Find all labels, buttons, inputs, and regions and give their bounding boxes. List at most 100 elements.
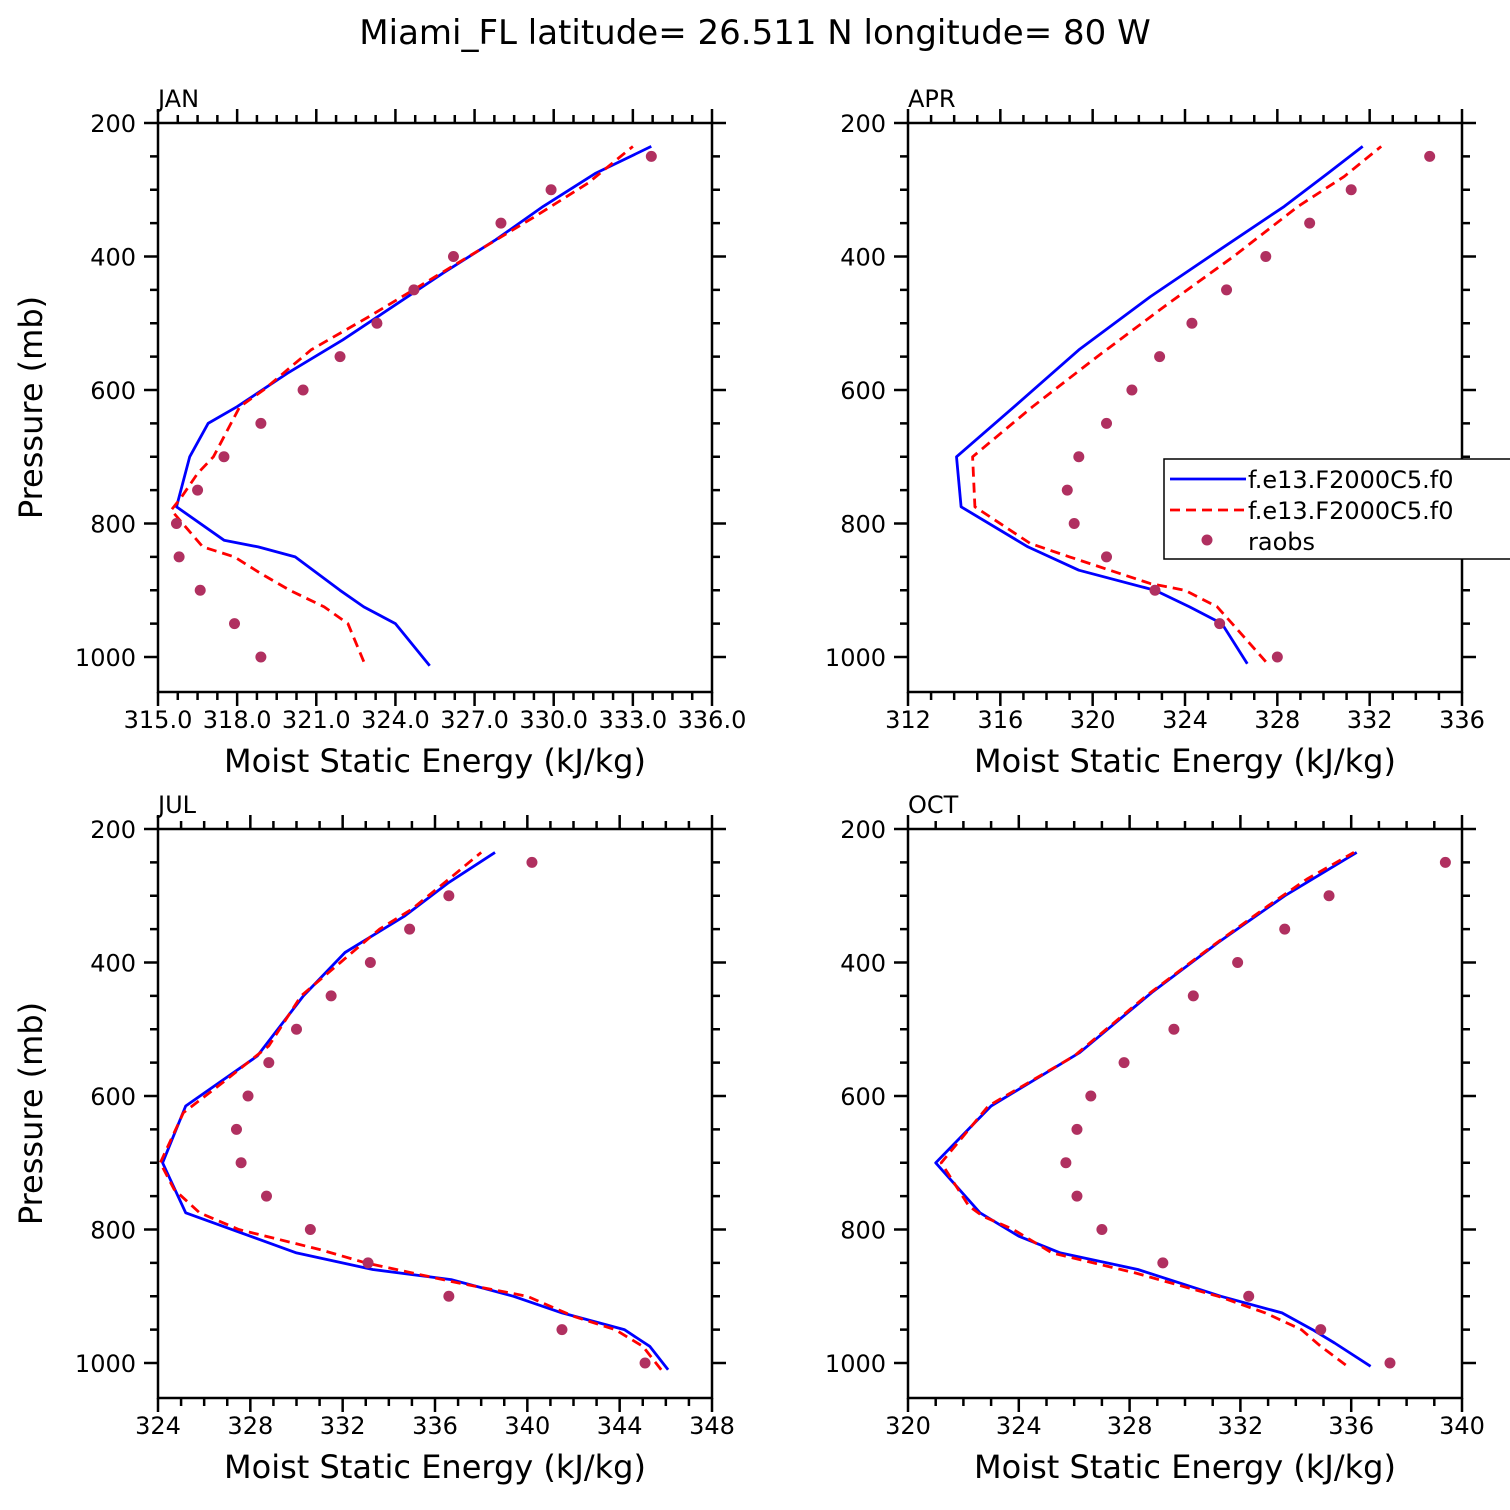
x-tick-label: 328 [227, 1412, 273, 1440]
raobs-point [1149, 584, 1161, 596]
x-tick-label: 318.0 [203, 706, 272, 734]
raobs-point [1323, 890, 1335, 902]
y-tick-label: 1000 [75, 1350, 136, 1378]
raobs-point [1315, 1324, 1327, 1336]
raobs-point [556, 1324, 568, 1336]
y-tick-label: 400 [840, 950, 886, 978]
raobs-point [447, 251, 459, 262]
raobs-point [229, 618, 241, 630]
y-tick-label: 800 [840, 511, 886, 539]
raobs-point [645, 150, 657, 162]
model-line-solid [161, 851, 670, 1371]
y-tick-label: 1000 [75, 644, 136, 672]
raobs-point [170, 518, 182, 529]
x-tick-label: 336 [1439, 706, 1485, 734]
raobs-point [297, 384, 309, 396]
raobs-point [230, 1123, 242, 1135]
y-tick-label: 600 [840, 377, 886, 405]
y-tick-label: 400 [90, 244, 136, 272]
model-line-dashed [158, 851, 663, 1371]
y-tick-label: 400 [90, 950, 136, 978]
x-tick-label: 348 [689, 1412, 735, 1440]
raobs-point [1304, 217, 1316, 229]
raobs-point [260, 1190, 272, 1202]
raobs-point [362, 1257, 374, 1269]
panel-apr: APR 200 400 600 800 1000 312 316 320 324 328 332 336… [825, 85, 1510, 780]
x-tick-label: 320 [1070, 706, 1116, 734]
x-tick-label: 336 [1328, 1412, 1374, 1440]
model-line-solid [175, 145, 652, 667]
data-layer [169, 145, 657, 667]
raobs-point [1384, 1357, 1396, 1369]
raobs-point [1271, 651, 1283, 663]
raobs-point [495, 217, 507, 229]
x-tick-label: 332 [1347, 706, 1393, 734]
raobs-point [263, 1057, 275, 1069]
raobs-point [192, 484, 204, 496]
plot-frame [156, 827, 714, 1400]
raobs-point [304, 1224, 316, 1235]
raobs-point [1424, 150, 1436, 162]
raobs-point [1157, 1257, 1169, 1269]
raobs-point [173, 551, 185, 563]
raobs-point [255, 417, 267, 429]
raobs-point [408, 284, 420, 296]
model-line-dashed [939, 851, 1355, 1367]
x-tick-label: 328 [1107, 1412, 1153, 1440]
raobs-point [1073, 451, 1085, 463]
y-tick-label: 1000 [825, 644, 886, 672]
panels: JAN 200 400 600 800 1000 315.0 318.0 321.0 324.0 3… [12, 85, 1510, 1486]
x-axis-label: Moist Static Energy (kJ/kg) [224, 742, 646, 780]
y-tick-label: 400 [840, 244, 886, 272]
raobs-point [255, 651, 267, 663]
raobs-point [1154, 351, 1166, 363]
x-tick-label: 321.0 [282, 706, 351, 734]
x-tick-label: 332 [1217, 1412, 1263, 1440]
panel-title: JUL [156, 791, 197, 819]
panel-title: APR [908, 85, 956, 113]
raobs-point [1118, 1057, 1130, 1069]
raobs-point [1345, 184, 1357, 196]
raobs-point [526, 856, 538, 868]
raobs-point [443, 890, 455, 902]
y-axis-label: Pressure (mb) [12, 1002, 50, 1225]
x-tick-label: 340 [504, 1412, 550, 1440]
raobs-point [1221, 284, 1233, 296]
model-line-dashed [169, 145, 634, 663]
raobs-point [1186, 317, 1198, 329]
legend-label: f.e13.F2000C5.f0 [1248, 497, 1454, 525]
x-tick-label: 312 [885, 706, 931, 734]
model-line-dashed [971, 145, 1383, 663]
data-layer [934, 851, 1451, 1369]
raobs-point [639, 1357, 651, 1369]
x-tick-label: 324 [1162, 706, 1208, 734]
y-tick-label: 800 [90, 511, 136, 539]
raobs-point [1243, 1290, 1255, 1302]
panel-oct: OCT 200 400 600 800 1000 320 324 328 332 336 340 Moi… [825, 791, 1485, 1486]
raobs-point [334, 351, 346, 363]
raobs-point [235, 1157, 247, 1169]
legend: f.e13.F2000C5.f0 f.e13.F2000C5.f0 raobs [1163, 458, 1510, 560]
y-tick-label: 600 [90, 1083, 136, 1111]
raobs-point [364, 957, 376, 968]
x-tick-label: 324 [135, 1412, 181, 1440]
raobs-point [1096, 1224, 1108, 1235]
panel-jan: JAN 200 400 600 800 1000 315.0 318.0 321.0 324.0 3… [12, 85, 746, 780]
raobs-point [1168, 1023, 1180, 1035]
raobs-point [1101, 417, 1113, 429]
x-axis-label: Moist Static Energy (kJ/kg) [974, 742, 1396, 780]
x-tick-label: 336 [412, 1412, 458, 1440]
y-tick-label: 200 [840, 816, 886, 844]
raobs-point [545, 184, 557, 196]
raobs-point [1439, 856, 1451, 868]
model-line-solid [934, 851, 1372, 1368]
raobs-point [1126, 384, 1138, 396]
model-line-solid [955, 145, 1364, 665]
x-axis-label: Moist Static Energy (kJ/kg) [224, 1448, 646, 1486]
data-layer [158, 851, 670, 1371]
x-tick-label: 316 [977, 706, 1023, 734]
raobs-point [1214, 618, 1226, 630]
raobs-point [194, 584, 206, 596]
raobs-point [1071, 1123, 1083, 1135]
